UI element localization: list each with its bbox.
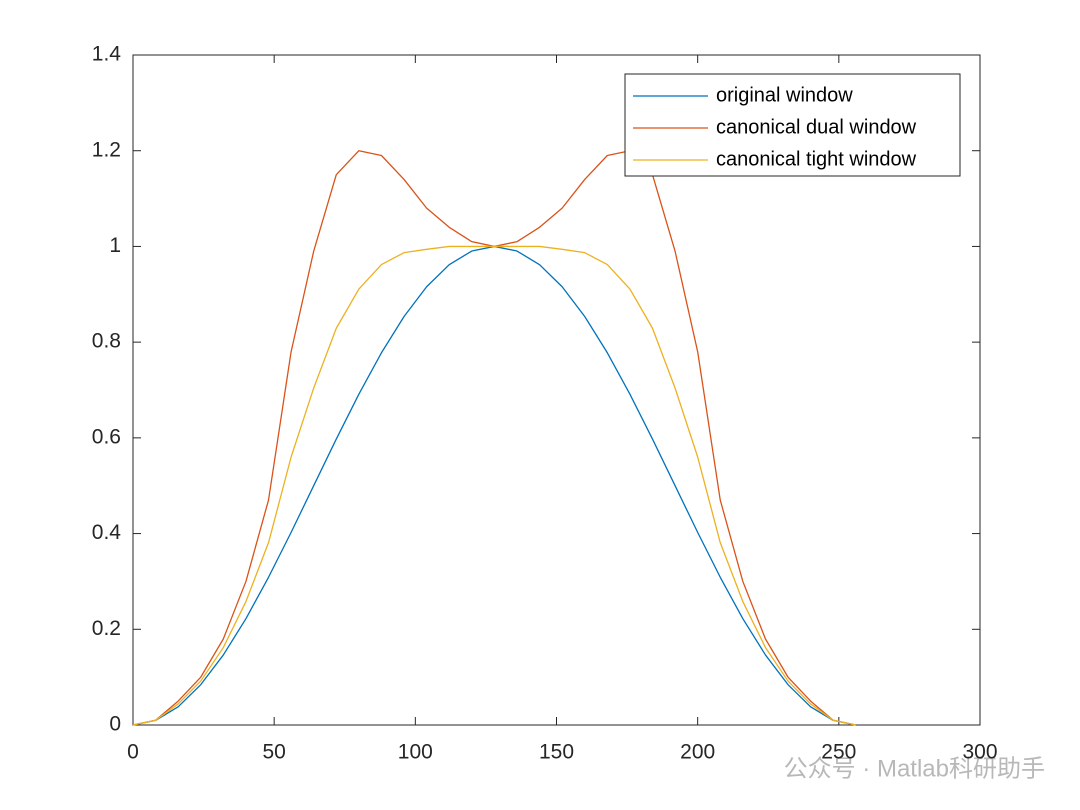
x-tick-label: 0 [127, 741, 139, 764]
watermark: 公众号 · Matlab科研助手 [784, 755, 1045, 782]
x-tick-label: 100 [398, 741, 433, 764]
x-tick-label: 200 [680, 741, 715, 764]
y-tick-label: 0.8 [92, 330, 121, 353]
y-tick-label: 0.2 [92, 617, 121, 640]
line [132, 245, 856, 726]
legend-label: canonical tight window [716, 148, 917, 170]
y-tick-label: 0 [109, 713, 121, 736]
y-tick-label: 0.4 [92, 521, 122, 544]
x-tick-label: 50 [262, 741, 285, 764]
legend-label: original window [716, 84, 853, 106]
x-tick-label: 250 [821, 741, 856, 764]
y-tick-label: 1.4 [92, 43, 122, 66]
y-tick-label: 1 [109, 234, 121, 257]
x-tick-label: 150 [539, 741, 574, 764]
x-tick-label: 300 [962, 741, 997, 764]
legend: original window canonical dual window cano… [624, 73, 961, 177]
legend-label: canonical dual window [716, 116, 917, 138]
y-tick-label: 1.2 [92, 138, 121, 161]
legend-box [624, 73, 961, 177]
y-tick-label: 0.6 [92, 425, 121, 448]
